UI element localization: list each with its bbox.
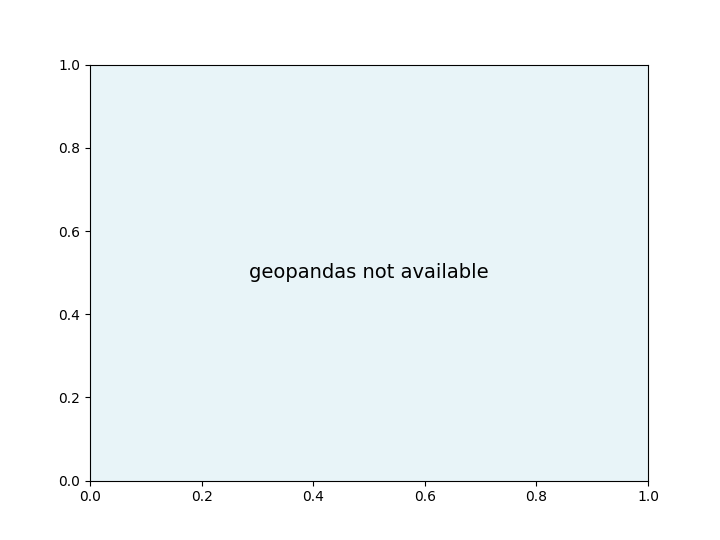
- Text: geopandas not available: geopandas not available: [249, 263, 489, 282]
